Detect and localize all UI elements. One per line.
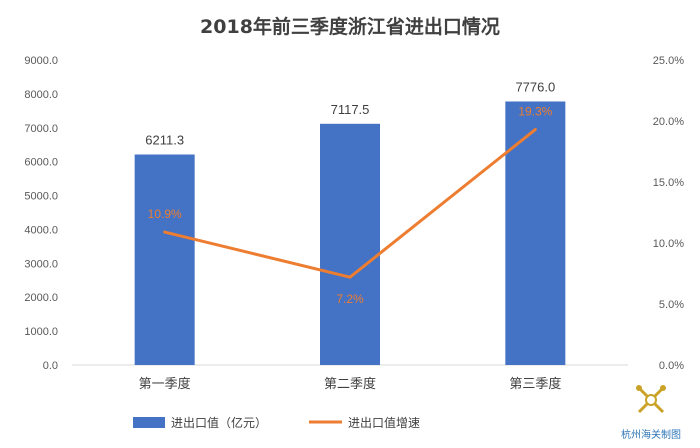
bar-data-label: 6211.3 xyxy=(145,133,184,148)
bar xyxy=(320,123,380,365)
bar-series: 6211.3 7117.5 7776.0 xyxy=(134,79,566,365)
x-axis-category-label: 第一季度 xyxy=(139,376,191,392)
right-axis-tick-label: 25.0% xyxy=(653,55,684,67)
chart-title: 2018年前三季度浙江省进出口情况 xyxy=(200,15,500,38)
left-axis-tick-label: 0.0 xyxy=(43,360,58,372)
left-axis-tick-label: 5000.0 xyxy=(24,191,58,203)
left-axis-tick-label: 1000.0 xyxy=(24,326,58,338)
right-axis-tick-label: 5.0% xyxy=(659,299,684,311)
right-axis-tick-label: 10.0% xyxy=(653,238,684,250)
customs-emblem-icon xyxy=(636,385,666,414)
watermark-text: 杭州海关制图 xyxy=(621,428,681,441)
line-data-label: 10.9% xyxy=(148,207,182,221)
left-axis-tick-label: 4000.0 xyxy=(24,224,58,236)
left-axis-tick-label: 7000.0 xyxy=(24,123,58,135)
left-axis-tick-label: 6000.0 xyxy=(24,157,58,169)
line-point xyxy=(348,275,352,279)
line-data-label: 7.2% xyxy=(336,292,364,306)
line-point xyxy=(533,128,537,132)
legend: 进出口值（亿元） 进出口值增速 xyxy=(133,415,420,430)
bar xyxy=(134,154,195,365)
right-axis-tick-label: 20.0% xyxy=(653,116,684,128)
axes: 0.0 1000.0 2000.0 3000.0 4000.0 5000.0 6000.0 7… xyxy=(24,55,684,392)
legend-label-bar: 进出口值（亿元） xyxy=(171,415,267,430)
line-point xyxy=(163,230,167,234)
legend-swatch-bar xyxy=(133,417,165,428)
x-axis-category-label: 第三季度 xyxy=(509,376,561,392)
legend-label-line: 进出口值增速 xyxy=(348,415,420,430)
left-axis-tick-label: 8000.0 xyxy=(24,89,58,101)
bar xyxy=(505,101,566,365)
line-data-label: 19.3% xyxy=(518,105,552,119)
x-axis-category-label: 第二季度 xyxy=(324,376,376,392)
watermark: 杭州海关制图 xyxy=(621,385,681,441)
left-axis-tick-label: 2000.0 xyxy=(24,292,58,304)
right-axis-tick-label: 15.0% xyxy=(653,177,684,189)
bar-data-label: 7776.0 xyxy=(515,79,555,94)
left-axis-tick-label: 3000.0 xyxy=(24,258,58,270)
bar-data-label: 7117.5 xyxy=(331,102,370,117)
left-axis-tick-label: 9000.0 xyxy=(24,55,58,67)
line-series: 10.9% 7.2% 19.3% xyxy=(148,105,553,307)
right-axis-tick-label: 0.0% xyxy=(659,360,684,372)
